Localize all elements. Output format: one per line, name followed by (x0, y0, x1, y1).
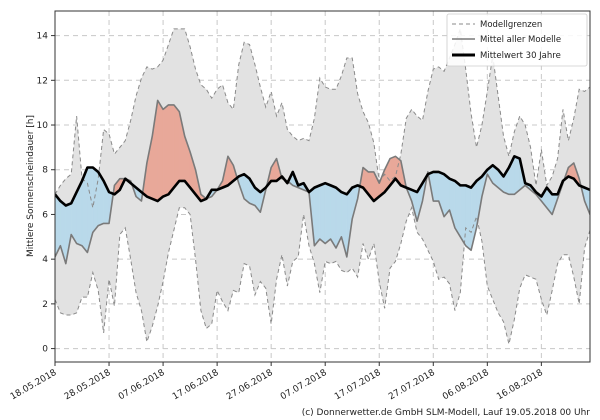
x-tick-label: 17.06.2018 (171, 368, 221, 403)
legend-label-bounds: Modellgrenzen (480, 20, 542, 30)
x-tick-label: 07.06.2018 (117, 368, 167, 403)
y-tick-label: 14 (37, 32, 49, 42)
legend-label-model-mean: Mittel aller Modelle (480, 35, 561, 45)
x-tick-label: 28.05.2018 (63, 368, 113, 403)
fill-below-climate (319, 182, 326, 244)
legend: Modellgrenzen Mittel aller Modelle Mitte… (446, 13, 588, 67)
climate-mean-line (55, 155, 590, 207)
y-tick-label: 4 (42, 255, 48, 265)
lower-bound-line (55, 206, 590, 345)
y-tick-label: 6 (42, 210, 48, 220)
y-axis-label: Mittlere Sonnenscheindauer [h] (26, 115, 36, 257)
x-tick-label: 27.07.2018 (387, 368, 437, 403)
x-tick-label: 18.05.2018 (9, 368, 59, 403)
x-tick-label: 16.08.2018 (495, 368, 545, 403)
y-axis: 0 2 4 6 8 10 12 14 (37, 32, 55, 355)
fill-above-climate (168, 104, 175, 195)
series-layer (55, 28, 600, 345)
legend-box (446, 13, 588, 67)
upper-bound-line (55, 28, 590, 208)
x-tick-label: 07.07.2018 (279, 368, 329, 403)
plot-frame (54, 10, 591, 363)
y-tick-label: 2 (42, 300, 48, 310)
y-tick-label: 12 (37, 76, 48, 86)
legend-label-clim-mean: Mittelwert 30 Jahre (480, 51, 561, 61)
fill-above-climate (162, 104, 169, 197)
fill-below-climate (433, 171, 439, 202)
y-tick-label: 10 (37, 121, 49, 131)
fill-below-climate (465, 185, 472, 251)
fill-below-climate (595, 192, 600, 217)
fill-below-climate (314, 185, 320, 247)
fill-below-climate (325, 182, 331, 244)
x-tick-label: 27.06.2018 (225, 368, 275, 403)
fill-above-climate (157, 99, 164, 202)
x-tick-label: 17.07.2018 (333, 368, 383, 403)
y-tick-label: 8 (42, 166, 48, 176)
fill-below-climate (589, 189, 590, 215)
model-mean-line (55, 99, 590, 265)
fill-above-climate (173, 104, 180, 189)
y-tick-label: 0 (42, 345, 48, 355)
fill-below-climate (330, 185, 337, 249)
x-tick-label: 06.08.2018 (441, 368, 491, 403)
x-axis: 18.05.2018 28.05.2018 07.06.2018 17.06.2018… (9, 362, 545, 402)
fill-below-climate (92, 167, 99, 233)
credit-text: (c) Donnerwetter.de GmbH SLM-Modell, Lau… (301, 408, 590, 418)
fill-below-climate (514, 156, 520, 195)
